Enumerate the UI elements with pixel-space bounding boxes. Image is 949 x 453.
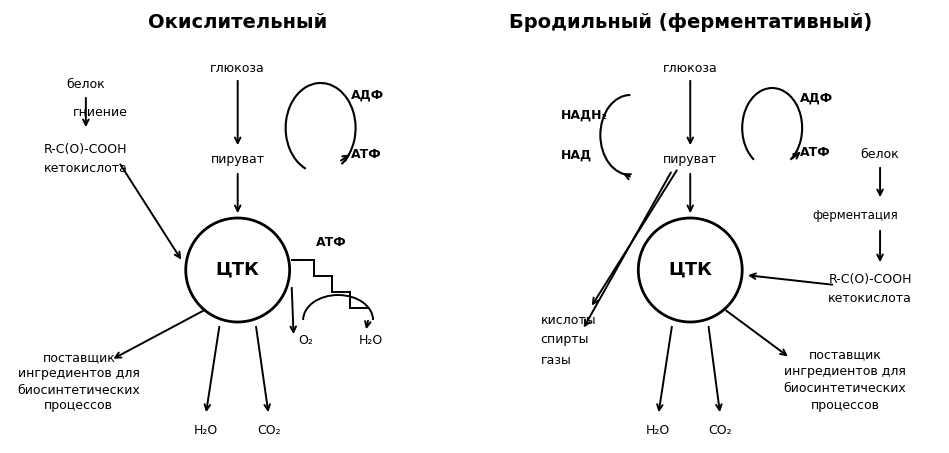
Text: процессов: процессов [810,400,880,413]
Text: белок: белок [66,78,105,92]
Text: O₂: O₂ [298,333,313,347]
Text: АДФ: АДФ [350,88,383,101]
Text: гниение: гниение [73,106,128,119]
Text: пируват: пируват [663,154,717,167]
Text: поставщик: поставщик [809,348,882,361]
Text: R-C(O)-COOH: R-C(O)-COOH [828,274,912,286]
Text: ингредиентов для: ингредиентов для [784,366,906,379]
Text: газы: газы [540,353,571,366]
Text: кислоты: кислоты [540,313,596,327]
Text: НАД: НАД [560,149,591,162]
Text: R-C(O)-COOH: R-C(O)-COOH [44,144,127,156]
Text: процессов: процессов [45,400,113,413]
Text: биосинтетических: биосинтетических [17,384,140,396]
Text: глюкоза: глюкоза [663,62,717,74]
Text: CO₂: CO₂ [708,424,732,437]
Text: поставщик: поставщик [43,352,115,365]
Text: ферментация: ферментация [812,208,898,222]
Text: биосинтетических: биосинтетических [784,382,906,395]
Text: ЦТК: ЦТК [668,261,712,279]
Text: белок: белок [861,149,900,162]
Text: H₂O: H₂O [646,424,670,437]
Text: H₂O: H₂O [359,333,382,347]
Text: АДФ: АДФ [800,92,833,105]
Text: глюкоза: глюкоза [211,62,265,74]
Text: Бродильный (ферментативный): Бродильный (ферментативный) [509,13,872,32]
Text: спирты: спирты [540,333,589,347]
Text: ЦТК: ЦТК [215,261,260,279]
Text: кетокислота: кетокислота [44,162,128,174]
Text: АТФ: АТФ [800,145,830,159]
Text: CO₂: CO₂ [257,424,281,437]
Text: ингредиентов для: ингредиентов для [18,367,140,381]
Text: Окислительный: Окислительный [148,13,327,32]
Text: пируват: пируват [211,154,265,167]
Text: H₂O: H₂O [194,424,218,437]
Text: АТФ: АТФ [350,149,381,162]
Text: НАДН₂: НАДН₂ [560,109,607,121]
Text: АТФ: АТФ [316,236,346,249]
Text: кетокислота: кетокислота [828,291,912,304]
